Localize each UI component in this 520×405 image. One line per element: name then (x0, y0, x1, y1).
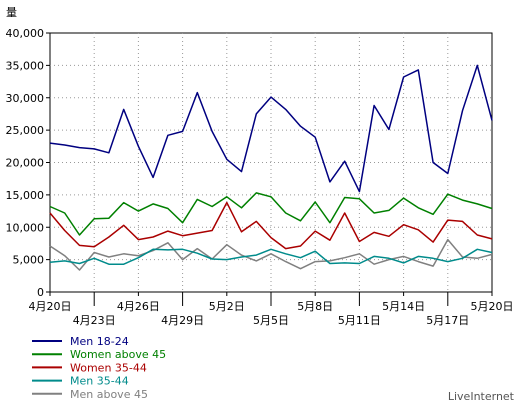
series-line-men-18-24 (49, 64, 493, 193)
x-tick-label: 4月20日 (29, 300, 72, 313)
y-tick-label: 5,000 (13, 254, 45, 267)
y-tick-label: 25,000 (6, 124, 45, 137)
legend-label: Women above 45 (70, 348, 166, 361)
y-tick-label: 40,000 (6, 27, 45, 40)
y-tick-label: 0 (37, 286, 44, 299)
x-tick-label: 4月29日 (161, 314, 204, 327)
credit-text: LiveInternet (448, 390, 515, 403)
x-tick-label: 5月20日 (471, 300, 514, 313)
legend-label: Men 35-44 (70, 375, 129, 388)
y-tick-label: 10,000 (6, 221, 45, 234)
series-line-men-35-44 (49, 248, 493, 265)
x-tick-label: 5月11日 (338, 314, 381, 327)
series-lines (49, 64, 493, 271)
x-tick-label: 4月26日 (117, 300, 160, 313)
legend-label: Men 18-24 (70, 335, 129, 348)
series-line-women-above-45 (49, 192, 493, 236)
legend-label: Women 35-44 (70, 361, 147, 374)
y-tick-label: 20,000 (6, 157, 45, 170)
y-tick-label: 35,000 (6, 59, 45, 72)
y-tick-label: 30,000 (6, 92, 45, 105)
y-tick-label: 15,000 (6, 189, 45, 202)
x-tick-label: 5月5日 (253, 314, 289, 327)
legend-label: Men above 45 (70, 388, 148, 401)
y-axis-ticks: 0 5,000 10,000 15,000 20,000 25,000 30,000 35,0… (6, 27, 50, 299)
series-line-women-35-44 (49, 201, 493, 250)
x-tick-label: 5月2日 (209, 300, 245, 313)
series-line-men-above-45 (49, 238, 493, 271)
x-tick-label: 5月8日 (297, 300, 333, 313)
x-axis-ticks: 4月20日4月23日4月26日4月29日5月2日5月5日5月8日5月11日5月1… (29, 292, 514, 327)
x-tick-label: 5月17日 (426, 314, 469, 327)
x-tick-label: 5月14日 (382, 300, 425, 313)
y-axis-label: 量 (6, 6, 17, 19)
x-tick-label: 4月23日 (73, 314, 116, 327)
